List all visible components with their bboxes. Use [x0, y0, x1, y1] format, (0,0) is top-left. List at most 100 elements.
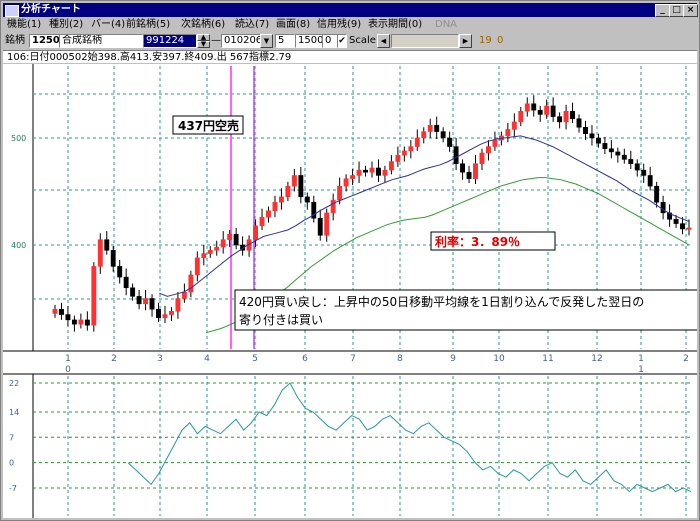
menu-prev-stock[interactable]: 前銘柄(5): [126, 19, 171, 30]
candle: [447, 137, 453, 147]
candle: [473, 163, 478, 179]
osc-y-tick-label: 7: [9, 433, 14, 442]
x-tick-label: 8: [397, 354, 403, 364]
param3-input[interactable]: 0: [322, 34, 338, 48]
scroll-track[interactable]: [391, 34, 459, 48]
annotation-box: [430, 231, 556, 251]
scroll-left-icon[interactable]: ◀: [377, 34, 390, 48]
candle: [350, 175, 356, 179]
x-tick-label: 3: [157, 354, 163, 364]
scale-checkbox[interactable]: ✔: [337, 34, 347, 48]
candle: [156, 308, 161, 319]
count-value-1: 19: [479, 35, 492, 46]
candle: [285, 185, 291, 198]
candle: [91, 266, 97, 326]
x-tick-label: 1: [638, 354, 644, 364]
menu-screen[interactable]: 画面(8): [276, 19, 311, 30]
candle: [201, 253, 207, 259]
candle: [427, 124, 433, 132]
candle: [576, 118, 582, 128]
menu-shubetsu[interactable]: 種別(2): [49, 19, 84, 30]
end-date-dropdown-icon[interactable]: ▼: [260, 34, 273, 48]
candle: [71, 319, 77, 325]
chart-area[interactable]: 1 2 3 4 5 6 7 8 9 10 11 12 1 2 0 1 500 400 437円空売 利率：3．89％ 4…: [3, 64, 700, 518]
x-tick-label: 10: [493, 354, 505, 364]
candle: [227, 234, 233, 240]
candle: [143, 298, 149, 305]
candle: [266, 210, 271, 218]
annotation-buyback-text: 420円買い戻し：上昇中の50日移動平均線を1日割り込んで反発した翌日の: [239, 294, 644, 309]
candle: [369, 167, 375, 173]
candle: [175, 298, 181, 312]
param2-input[interactable]: 1500: [295, 34, 323, 48]
candle: [356, 169, 362, 176]
candle: [240, 244, 246, 251]
x-tick-label: 2: [683, 354, 689, 364]
scroll-right-icon[interactable]: ▶: [459, 34, 472, 48]
start-date-input[interactable]: 991224: [143, 34, 197, 48]
annotation-rate: 利率：3．89％: [430, 231, 556, 251]
chart-canvas[interactable]: 1 2 3 4 5 6 7 8 9 10 11 12 1 20 1500400437円空売利率：3．89％4…: [3, 64, 700, 518]
start-date-spin-up[interactable]: ▲: [197, 34, 210, 41]
candle: [641, 169, 647, 176]
candle: [595, 137, 601, 144]
annotation-short-text: 437円空売: [178, 118, 239, 133]
code-input[interactable]: 1250: [29, 34, 61, 48]
param1-input[interactable]: 5: [275, 34, 295, 48]
candle: [485, 146, 491, 154]
candle: [52, 308, 58, 314]
candle: [453, 146, 459, 164]
window-title: 分析チャート: [21, 4, 81, 15]
minimize-button[interactable]: _: [655, 4, 670, 17]
menu-dna[interactable]: DNA: [435, 19, 458, 30]
osc-y-tick-label: 14: [9, 408, 19, 417]
menu-load[interactable]: 読込(7): [235, 19, 270, 30]
candle: [686, 227, 692, 230]
candle: [518, 111, 524, 123]
candle: [214, 246, 220, 251]
candle: [563, 111, 569, 123]
candle: [363, 169, 368, 173]
menu-kinou[interactable]: 機能(1): [7, 19, 42, 30]
candle: [680, 223, 685, 230]
candle: [634, 163, 640, 171]
candle: [460, 163, 466, 173]
candle: [324, 212, 330, 236]
x-tick-label: 7: [350, 354, 356, 364]
annotation-rate-text: 利率：3．89％: [435, 234, 520, 249]
candle: [376, 167, 381, 176]
candle: [59, 308, 64, 315]
candle: [511, 121, 517, 130]
menu-next-stock[interactable]: 次銘柄(6): [181, 19, 226, 30]
ma-short-line: [159, 135, 690, 297]
maximize-button[interactable]: □: [669, 4, 684, 17]
candle: [194, 257, 200, 276]
candle: [136, 296, 142, 305]
start-date-spin-down[interactable]: ▼: [197, 41, 210, 48]
title-bar[interactable]: 分析チャート _ □ ×: [3, 3, 698, 17]
app-icon: [5, 5, 19, 17]
candle: [181, 291, 187, 299]
close-button[interactable]: ×: [683, 4, 698, 17]
candle: [65, 314, 71, 321]
x-tick-label: 1: [65, 354, 71, 364]
osc-y-tick-label: 0: [9, 459, 14, 468]
candle: [647, 175, 653, 187]
menu-period[interactable]: 表示期間(0): [368, 19, 423, 30]
candle: [660, 201, 666, 214]
stock-name-field[interactable]: 合成銘柄: [59, 34, 143, 48]
x-tick-label: 4: [204, 354, 210, 364]
annotation-short: 437円空売: [172, 115, 244, 135]
candle: [628, 159, 634, 164]
candle: [253, 225, 259, 240]
end-date-input[interactable]: 010206: [221, 34, 261, 48]
candle: [149, 298, 155, 310]
menu-margin[interactable]: 信用残(9): [317, 19, 362, 30]
menu-bar-item[interactable]: バー(4): [91, 19, 126, 30]
osc-y-tick-label: -7: [9, 484, 17, 493]
y-tick-label: 400: [11, 241, 26, 250]
candle: [414, 137, 420, 147]
candle: [401, 150, 407, 156]
candle: [272, 201, 278, 212]
